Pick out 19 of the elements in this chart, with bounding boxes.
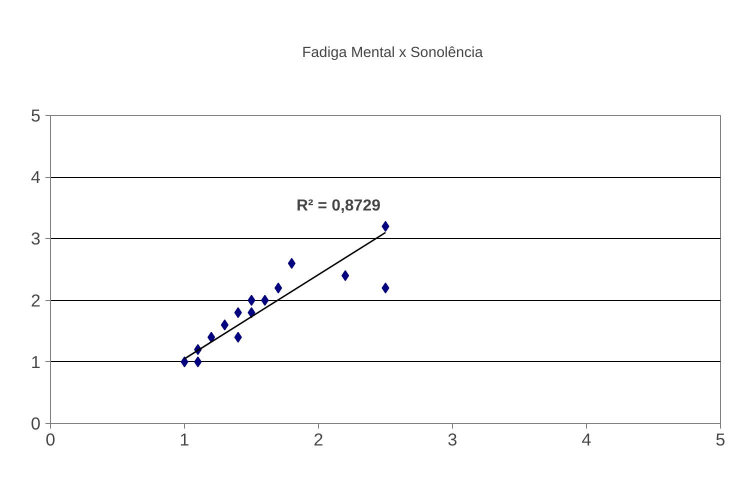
x-tick-label: 5 (716, 430, 726, 450)
y-tick-label: 0 (30, 414, 41, 434)
x-tick-label: 0 (46, 430, 56, 450)
y-tick-label: 2 (30, 290, 41, 310)
x-tick-label: 2 (314, 430, 324, 450)
y-tick-label: 5 (30, 106, 41, 126)
point (220, 319, 229, 330)
y-tick-label: 3 (30, 228, 41, 249)
point (288, 258, 296, 269)
x-tick-label: 1 (180, 430, 190, 450)
point (207, 332, 216, 343)
y-tick-label: 4 (30, 167, 41, 188)
text: Fadiga Mental x Sonolência (302, 44, 483, 60)
point (341, 270, 350, 282)
y-tick-label: 1 (30, 352, 41, 372)
point (274, 282, 282, 294)
x-tick-label: 4 (582, 430, 592, 450)
x-tick-label: 3 (448, 430, 458, 450)
annotation: R² = 0,8729 (296, 198, 381, 215)
